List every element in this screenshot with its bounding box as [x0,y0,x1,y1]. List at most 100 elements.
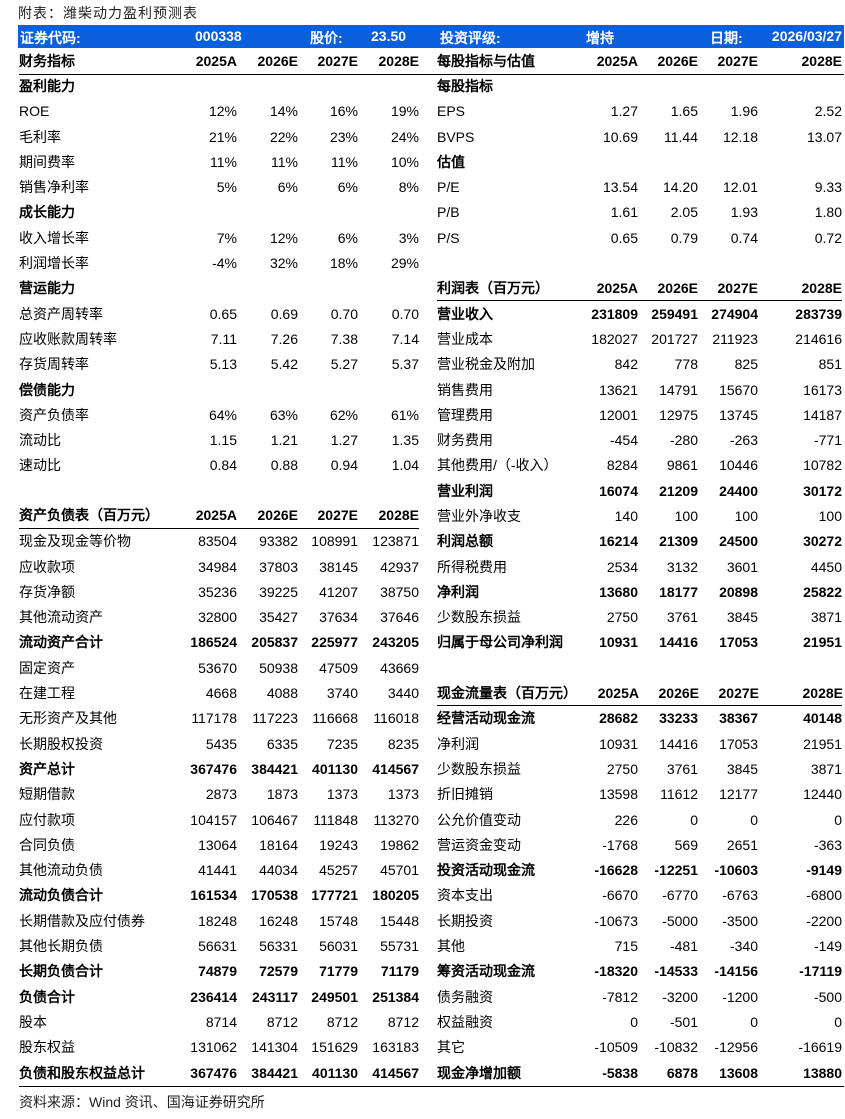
cell-value: 13064 [198,836,237,853]
cell-value: 1873 [266,786,298,803]
cell-value: -2200 [806,912,842,929]
cell-value: 414567 [372,1064,419,1081]
table-header-row: 资产负债表（百万元） 2025A 2026E 2027E 2028E [19,503,419,529]
row-label: 现金及现金等价物 [19,533,131,550]
cell-value: 45257 [319,862,358,879]
cell-value: 12440 [803,786,842,803]
cell-value: -481 [669,938,698,955]
cell-value: 34984 [198,558,237,575]
row-label: 长期负债合计 [19,963,103,980]
table-row: 速动比 0.84 0.88 0.94 1.04 [19,453,419,478]
row-label: 流动资产合计 [19,634,103,651]
cell-value: 0 [834,1013,842,1030]
cell-value: 22% [269,128,298,145]
cell-value: 0.88 [270,457,298,474]
table-row: 资本支出 -6670 -6770 -6763 -6800 [437,883,842,908]
cell-value: 851 [818,356,842,373]
cell-value: 13.07 [806,128,842,145]
cell-value: 0.79 [670,229,698,246]
table-row: 期间费率 11% 11% 11% 10% [19,149,419,174]
cell-value: 104157 [190,811,237,828]
cell-value: 2027E [317,507,358,524]
table-header-row: 现金流量表（百万元） 2025A 2026E 2027E 2028E [437,680,843,706]
row-label: 毛利率 [19,128,61,145]
stock-code: 000338 [195,28,242,44]
cell-value: 13680 [599,583,638,600]
table-row: 销售净利率 5% 6% 6% 8% [19,174,419,199]
cell-value: 1.21 [270,432,298,449]
cell-value: 4668 [205,685,237,702]
cell-value: 8% [398,179,419,196]
table-row: 利润增长率 -4% 32% 18% 29% [19,250,419,275]
cell-value: 225977 [311,634,358,651]
row-label: 净利润 [437,583,479,600]
cell-value: 2028E [801,279,842,296]
cell-value: 6% [337,179,358,196]
cell-value: 37803 [259,558,298,575]
row-label: 管理费用 [437,406,493,423]
cell-value: 3761 [666,760,698,777]
cell-value: -500 [813,988,842,1005]
cell-value: -5838 [602,1064,638,1081]
cell-value: -4% [212,255,237,272]
cell-value: 24500 [719,533,758,550]
cell-value: 37646 [380,609,419,626]
header-bar: 证券代码: 000338 股价: 23.50 投资评级: 增持 日期: 2026… [18,25,844,48]
cell-value: 5435 [205,735,237,752]
row-label: 长期借款及应付债券 [19,912,145,929]
cell-value: 151629 [311,1039,358,1056]
row-label: 成长能力 [19,204,75,221]
row-label: P/B [437,204,460,221]
cell-value: 50938 [259,659,298,676]
cell-value: 40148 [803,710,842,727]
cell-value: 18248 [198,912,237,929]
table-row: 总资产周转率 0.65 0.69 0.70 0.70 [19,301,419,326]
row-label: 其他流动负债 [19,862,103,879]
row-label: 应付款项 [19,811,75,828]
cell-value: 2026E [257,52,298,69]
cell-value: 21951 [803,735,842,752]
cell-value: 569 [674,836,698,853]
table-row: 无形资产及其他 117178 117223 116668 116018 [19,706,419,731]
cell-value: 3740 [326,685,358,702]
table-row: 流动负债合计 161534 170538 177721 180205 [19,883,419,908]
cell-value: 140 [614,507,638,524]
cell-value: 2873 [205,786,237,803]
row-label: 流动比 [19,432,61,449]
table-row: 负债合计 236414 243117 249501 251384 [19,984,419,1009]
row-label: 速动比 [19,457,61,474]
table-row: 在建工程 4668 4088 3740 3440 [19,680,419,705]
row-label: ROE [19,103,50,120]
cell-value: 43669 [380,659,419,676]
cell-value: -6670 [602,887,638,904]
cell-value: 3761 [666,609,698,626]
price-label: 股价: [310,30,343,46]
cell-value: 7.26 [270,330,298,347]
table-row: 毛利率 21% 22% 23% 24% [19,124,419,149]
table-row: 公允价值变动 226 0 0 0 [437,807,842,832]
row-label: 少数股东损益 [437,609,521,626]
cell-value: 14% [269,103,298,120]
cell-value: 10782 [803,457,842,474]
cell-value: 41207 [319,583,358,600]
row-label: 存货净额 [19,583,75,600]
row-label: 估值 [437,153,465,170]
cell-value: 274904 [711,305,758,322]
cell-value: 71179 [380,963,419,980]
cell-value: 20898 [719,583,758,600]
cell-value: 18177 [659,583,698,600]
row-label: 营业收入 [437,305,493,322]
row-label: 销售费用 [437,381,493,398]
cell-value: 226 [614,811,638,828]
cell-value: -340 [729,938,758,955]
row-label: 存货周转率 [19,356,89,373]
cell-value: 214616 [795,330,842,347]
table-row: 合同负债 13064 18164 19243 19862 [19,832,419,857]
cell-value: 16173 [803,381,842,398]
cell-value: 53670 [198,659,237,676]
row-label: 总资产周转率 [19,305,103,322]
row-label: 固定资产 [19,659,75,676]
divider [19,1086,844,1087]
cell-value: 1.93 [730,204,758,221]
cell-value: -10603 [714,862,758,879]
